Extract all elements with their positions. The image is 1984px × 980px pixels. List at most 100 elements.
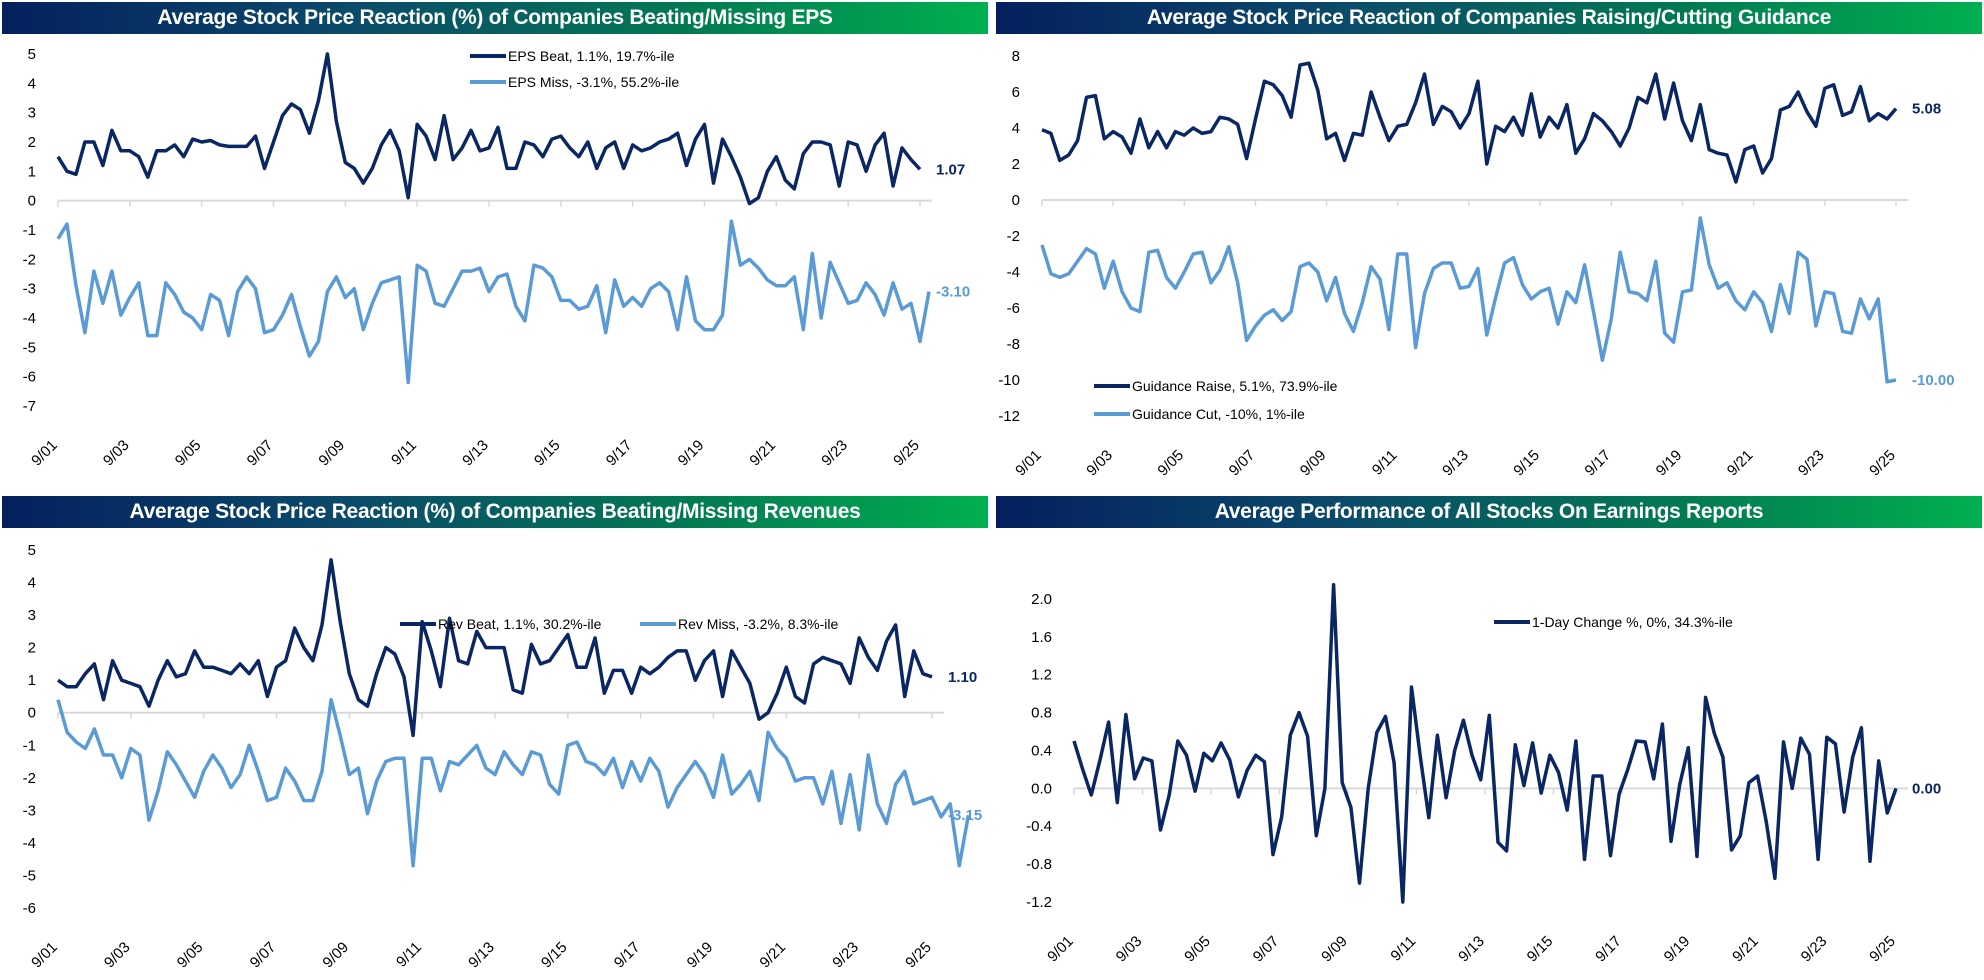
- x-tick-label: 9/01: [28, 437, 61, 470]
- x-tick-label: 9/09: [1297, 447, 1330, 480]
- y-tick-label: -2: [23, 251, 36, 268]
- x-tick-label: 9/01: [1012, 447, 1045, 480]
- y-tick-label: -3: [23, 802, 36, 819]
- x-tick-label: 9/09: [315, 437, 348, 470]
- chart-title: Average Stock Price Reaction (%) of Comp…: [2, 496, 988, 528]
- y-tick-label: 2: [28, 640, 36, 657]
- series-line-primary: [1041, 61, 1898, 184]
- y-tick-label: 5: [28, 542, 36, 559]
- y-tick-label: 2: [1012, 156, 1020, 173]
- x-tick-label: 9/15: [538, 939, 571, 972]
- x-tick-label: 9/03: [101, 939, 134, 972]
- y-tick-label: 4: [28, 75, 36, 92]
- y-tick-label: 4: [28, 575, 36, 592]
- y-tick-label: -8: [1007, 336, 1020, 353]
- line-chart-all-stocks: 2.0 1.6 1.2 0.8 0.4 0.0 -0.4 -0.8 -1.2 9/01 9/03 9/…: [1026, 582, 1941, 966]
- y-tick-label: 0: [1012, 192, 1020, 209]
- end-value-label: -3.10: [936, 284, 970, 301]
- end-value-label: 1.10: [948, 669, 977, 686]
- end-value-label: -10.00: [1912, 372, 1955, 389]
- x-tick-label: 9/05: [174, 939, 207, 972]
- y-tick-label: 1: [28, 672, 36, 689]
- x-tick-label: 9/15: [1524, 933, 1557, 966]
- y-tick-label: 3: [28, 105, 36, 122]
- chart-panel-revenues: Average Stock Price Reaction (%) of Comp…: [0, 494, 990, 980]
- y-tick-label: -1: [23, 737, 36, 754]
- x-tick-label: 9/19: [684, 939, 717, 972]
- x-tick-label: 9/05: [172, 437, 205, 470]
- y-tick-label: -5: [23, 867, 36, 884]
- x-tick-label: 9/13: [1439, 447, 1472, 480]
- legend-label: Rev Miss, -3.2%, 8.3%-ile: [678, 616, 838, 632]
- series-line-primary: [56, 52, 922, 206]
- x-tick-label: 9/17: [603, 437, 636, 470]
- x-tick-label: 9/11: [1369, 447, 1401, 479]
- x-tick-label: 9/07: [1250, 933, 1283, 966]
- x-tick-label: 9/25: [1866, 447, 1899, 480]
- x-tick-label: 9/25: [1866, 933, 1899, 966]
- y-tick-label: -1: [23, 222, 36, 239]
- y-tick-label: -4: [23, 835, 36, 852]
- x-tick-label: 9/07: [244, 437, 277, 470]
- x-tick-label: 9/11: [1387, 933, 1419, 965]
- y-tick-label: -10: [998, 372, 1020, 389]
- x-tick-label: 9/05: [1154, 447, 1187, 480]
- x-tick-label: 9/01: [28, 939, 61, 972]
- y-tick-label: 3: [28, 607, 36, 624]
- y-tick-label: 1.6: [1031, 629, 1052, 646]
- x-tick-label: 9/03: [100, 437, 133, 470]
- x-tick-label: 9/19: [1661, 933, 1694, 966]
- y-tick-label: 6: [1012, 84, 1020, 101]
- legend-label: Guidance Cut, -10%, 1%-ile: [1132, 406, 1305, 422]
- y-tick-label: -6: [1007, 300, 1020, 317]
- y-tick-label: -4: [23, 310, 36, 327]
- y-tick-label: -5: [23, 339, 36, 356]
- y-tick-label: -0.4: [1026, 818, 1052, 835]
- x-tick-label: 9/17: [1581, 447, 1614, 480]
- x-tick-label: 9/13: [465, 939, 498, 972]
- y-tick-label: 0: [28, 705, 36, 722]
- y-tick-label: -6: [23, 900, 36, 917]
- y-tick-label: 0.4: [1031, 742, 1052, 759]
- y-tick-label: -0.8: [1026, 856, 1052, 873]
- x-tick-label: 9/13: [1455, 933, 1488, 966]
- x-tick-label: 9/09: [319, 939, 352, 972]
- x-tick-label: 9/25: [902, 939, 935, 972]
- y-tick-label: 8: [1012, 48, 1020, 65]
- y-tick-label: 4: [1012, 120, 1020, 137]
- x-tick-label: 9/21: [746, 437, 779, 470]
- x-tick-label: 9/05: [1181, 933, 1214, 966]
- y-tick-label: 1.2: [1031, 667, 1052, 684]
- legend-label: 1-Day Change %, 0%, 34.3%-ile: [1532, 614, 1733, 630]
- x-tick-label: 9/21: [1729, 933, 1762, 966]
- chart-panel-eps: Average Stock Price Reaction (%) of Comp…: [0, 0, 990, 486]
- series-line-primary: [1072, 582, 1898, 904]
- chart-title: Average Stock Price Reaction (%) of Comp…: [2, 2, 988, 34]
- line-chart-eps: 5 4 3 2 1 0 -1 -2 -3 -4 -5 -6 -7 9/01 9/03 9/05 9/07 9/09…: [23, 46, 971, 470]
- legend-label: EPS Miss, -3.1%, 55.2%-ile: [508, 74, 679, 90]
- x-tick-label: 9/17: [611, 939, 644, 972]
- x-tick-label: 9/15: [531, 437, 564, 470]
- chart-title: Average Stock Price Reaction of Companie…: [996, 2, 1982, 34]
- x-tick-label: 9/21: [756, 939, 789, 972]
- y-tick-label: 1: [28, 163, 36, 180]
- legend-label: EPS Beat, 1.1%, 19.7%-ile: [508, 48, 675, 64]
- series-line-secondary: [56, 219, 931, 385]
- series-line-primary: [56, 558, 933, 738]
- chart-panel-guidance: Average Stock Price Reaction of Companie…: [994, 0, 1984, 486]
- y-tick-label: 0.0: [1031, 780, 1052, 797]
- series-line-secondary: [1040, 216, 1897, 384]
- y-tick-label: 0: [28, 193, 36, 210]
- x-tick-label: 9/19: [1653, 447, 1686, 480]
- y-tick-label: -12: [998, 408, 1020, 425]
- x-tick-label: 9/21: [1724, 447, 1757, 480]
- chart-panel-all-stocks: Average Performance of All Stocks On Ear…: [994, 494, 1984, 980]
- series-line-secondary: [56, 697, 971, 868]
- x-tick-label: 9/19: [675, 437, 708, 470]
- x-tick-label: 9/23: [1795, 447, 1828, 480]
- x-tick-label: 9/17: [1592, 933, 1625, 966]
- end-value-label: 1.07: [936, 161, 965, 178]
- y-tick-label: -2: [1007, 228, 1020, 245]
- y-tick-label: -6: [23, 369, 36, 386]
- y-tick-label: -4: [1007, 264, 1020, 281]
